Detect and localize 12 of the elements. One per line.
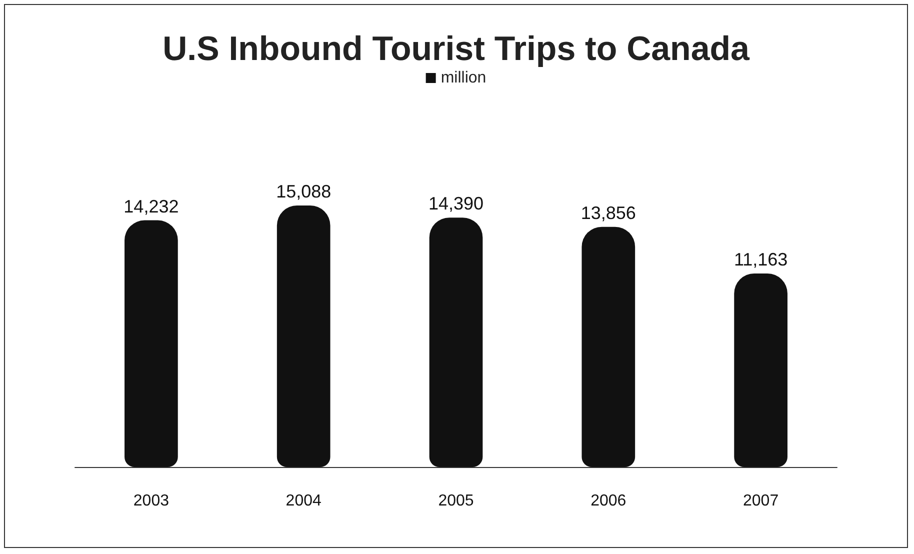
x-tick-label: 2007 bbox=[743, 492, 779, 510]
data-label: 11,163 bbox=[734, 250, 788, 270]
data-label: 13,856 bbox=[580, 202, 636, 223]
x-tick-label: 2006 bbox=[590, 492, 626, 510]
data-label: 14,232 bbox=[124, 196, 179, 216]
x-tick-label: 2004 bbox=[286, 492, 322, 510]
x-tick-label: 2005 bbox=[438, 492, 474, 510]
chart-title: U.S Inbound Tourist Trips to Canada bbox=[162, 30, 750, 68]
x-tick-label: 2003 bbox=[133, 492, 170, 510]
data-label: 15,088 bbox=[276, 181, 332, 202]
legend-label: million bbox=[440, 70, 486, 86]
data-label: 14,390 bbox=[428, 194, 484, 214]
